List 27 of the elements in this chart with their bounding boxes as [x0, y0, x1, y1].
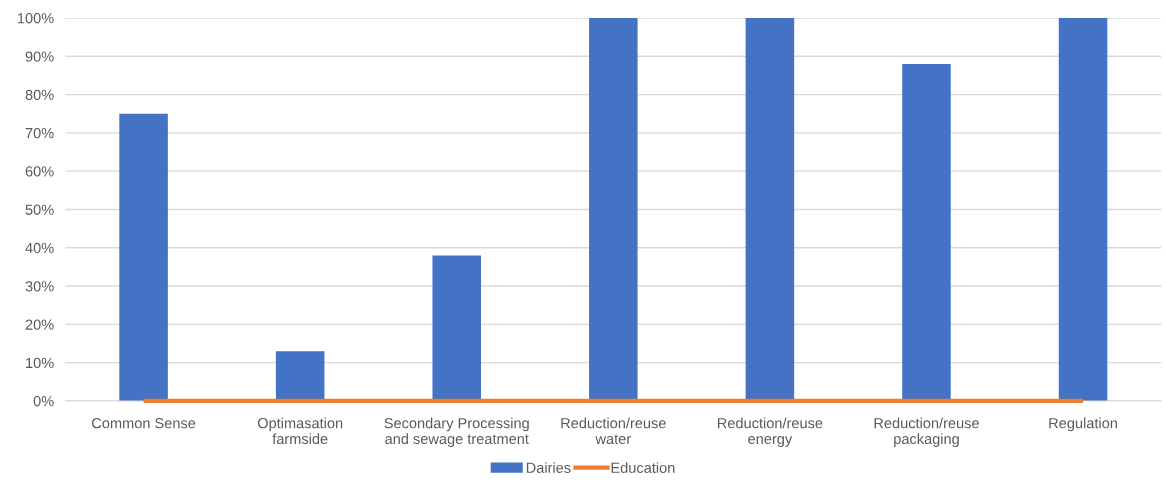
x-tick-label: Reduction/reuse energy: [717, 417, 823, 447]
x-tick-label: Common Sense: [92, 418, 196, 429]
y-tick-label: 90%: [25, 51, 54, 62]
y-tick-label: 80%: [25, 89, 54, 100]
bar: [275, 351, 325, 401]
x-tick-label: Secondary Processing and sewage treatment: [384, 417, 529, 447]
y-tick-label: 10%: [26, 357, 54, 369]
x-tick-label: Regulation: [1049, 417, 1117, 432]
x-tick-label: Reduction/reuse water: [561, 417, 666, 445]
y-tick-label: 20%: [25, 319, 54, 330]
bar: [119, 113, 168, 401]
legend-label: Dairies: [526, 462, 571, 473]
bar: [1058, 17, 1108, 401]
y-tick-label: 0%: [33, 396, 54, 407]
bar: [745, 17, 795, 401]
bar: [902, 63, 951, 401]
y-tick-label: 40%: [25, 242, 54, 254]
x-tick-label: Reduction/reuse packaging: [874, 417, 979, 447]
y-tick-label: 30%: [25, 281, 54, 292]
legend-label: Education: [611, 462, 675, 473]
x-tick-label: Optimasation farmside: [257, 417, 343, 445]
y-tick-label: 100%: [18, 13, 54, 24]
y-tick-label: 60%: [25, 166, 54, 177]
y-tick-label: 50%: [25, 204, 54, 215]
bar: [432, 255, 482, 401]
bar: [589, 17, 638, 401]
y-tick-label: 70%: [25, 127, 54, 139]
